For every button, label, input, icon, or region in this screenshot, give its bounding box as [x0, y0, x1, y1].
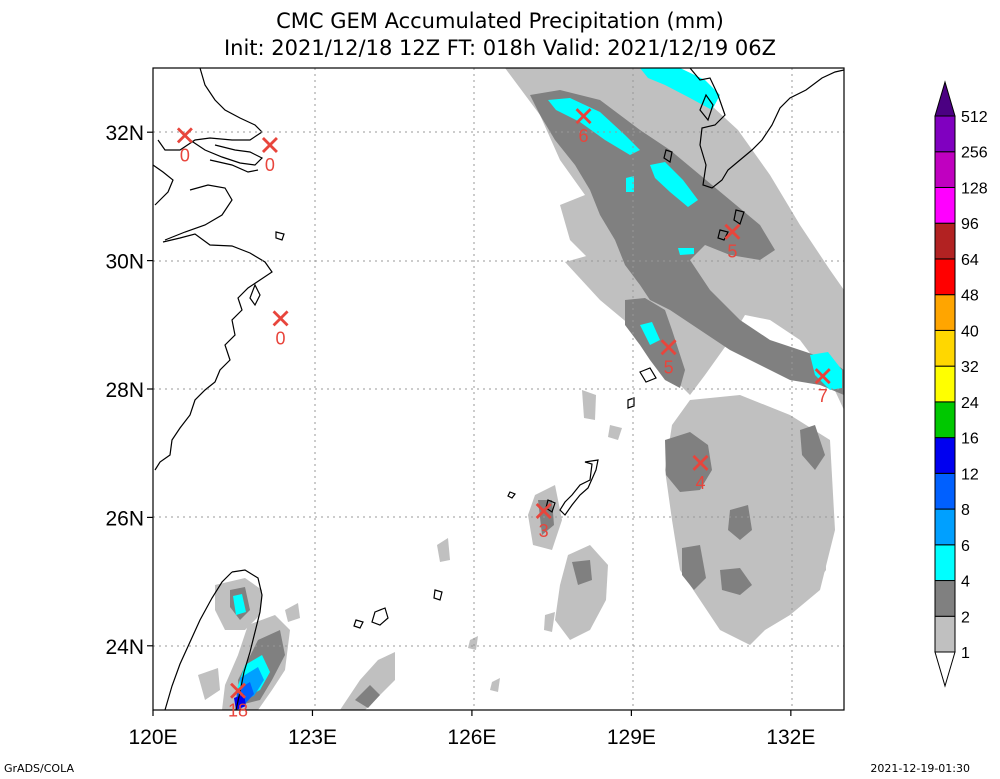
- colorbar-label: 4: [961, 574, 970, 591]
- station-value-label: 18: [228, 701, 248, 721]
- station-x-mark: [272, 310, 289, 327]
- coastlines: [153, 68, 844, 710]
- colorbar-label: 512: [961, 109, 988, 126]
- colorbar-swatch: [934, 186, 956, 224]
- station-x-mark: [176, 127, 193, 144]
- x-tick-label: 129E: [607, 726, 656, 749]
- colorbar-swatch: [934, 294, 956, 331]
- station-x-mark: [660, 339, 677, 356]
- station-value-label: 3: [539, 521, 549, 541]
- colorbar-label: 6: [961, 538, 970, 555]
- colorbar-swatch: [934, 472, 956, 510]
- station-x-mark: [261, 137, 278, 154]
- station-marker: 18: [228, 682, 248, 721]
- station-marker: 0: [176, 127, 193, 165]
- y-tick-label: 32N: [105, 122, 144, 145]
- precipitation-field: [153, 68, 844, 710]
- y-tick-label: 24N: [105, 636, 144, 659]
- chart-subtitle: Init: 2021/12/18 12Z FT: 018h Valid: 202…: [223, 36, 777, 60]
- x-tick-label: 126E: [447, 726, 496, 749]
- colorbar-label: 256: [961, 145, 988, 162]
- colorbar-swatch: [934, 222, 956, 260]
- colorbar-swatch: [934, 151, 956, 188]
- station-value-label: 4: [695, 473, 705, 493]
- station-marker: 0: [261, 137, 278, 175]
- colorbar-label: 40: [961, 323, 979, 340]
- colorbar-swatch: [934, 329, 956, 367]
- colorbar-label: 48: [961, 288, 979, 305]
- station-value-label: 5: [727, 242, 737, 262]
- station-marker: 5: [724, 223, 741, 262]
- colorbar-label: 96: [961, 216, 979, 233]
- colorbar-label: 12: [961, 466, 979, 483]
- station-markers: 0 0 0 6 5 5 7 4 3 18: [176, 108, 831, 721]
- x-axis: 120E 123E 126E 129E 132E: [128, 710, 815, 749]
- colorbar-label: 32: [961, 359, 979, 376]
- station-x-mark: [814, 368, 831, 385]
- footer-left: GrADS/COLA: [4, 762, 74, 775]
- station-marker: 5: [660, 339, 677, 377]
- y-axis: 24N 26N 28N 30N 32N: [105, 122, 153, 659]
- colorbar-label: 64: [961, 252, 979, 269]
- colorbar-swatch: [934, 258, 956, 296]
- station-value-label: 0: [180, 145, 190, 165]
- station-marker: 0: [272, 310, 289, 348]
- colorbar-label: 24: [961, 395, 979, 412]
- station-value-label: 0: [276, 328, 286, 348]
- colorbar-swatch: [934, 437, 956, 474]
- station-value-label: 5: [664, 357, 674, 377]
- station-value-label: 7: [818, 386, 828, 406]
- grid-lines: [153, 68, 844, 710]
- colorbar-swatch: [934, 365, 956, 403]
- station-x-mark: [692, 454, 709, 471]
- colorbar-swatch: [934, 508, 956, 546]
- station-x-mark: [535, 502, 552, 519]
- colorbar-swatch: [934, 544, 956, 582]
- x-tick-label: 132E: [766, 726, 815, 749]
- y-tick-label: 26N: [105, 507, 144, 530]
- colorbar-swatch: [934, 615, 956, 653]
- station-marker: 3: [535, 502, 552, 541]
- colorbar-swatch: [934, 580, 956, 617]
- colorbar-label: 8: [961, 502, 970, 519]
- station-value-label: 6: [579, 126, 589, 146]
- colorbar-swatch: [934, 651, 956, 688]
- colorbar-swatch: [934, 115, 956, 153]
- colorbar-label: 2: [961, 609, 970, 626]
- footer-right: 2021-12-19-01:30: [870, 762, 970, 775]
- y-tick-label: 28N: [105, 379, 144, 402]
- x-tick-label: 123E: [288, 726, 337, 749]
- colorbar-swatch: [934, 80, 956, 117]
- station-x-mark: [724, 223, 741, 240]
- station-value-label: 0: [265, 155, 275, 175]
- station-x-mark: [575, 108, 592, 125]
- station-marker: 6: [575, 108, 592, 146]
- y-tick-label: 30N: [105, 251, 144, 274]
- x-tick-label: 120E: [128, 726, 177, 749]
- station-x-mark: [230, 682, 247, 699]
- colorbar-label: 128: [961, 180, 988, 197]
- colorbar-label: 16: [961, 431, 979, 448]
- chart-title: CMC GEM Accumulated Precipitation (mm): [276, 9, 724, 33]
- colorbar-label: 1: [961, 645, 970, 662]
- station-marker: 4: [692, 454, 709, 493]
- colorbar-swatch: [934, 401, 956, 439]
- station-marker: 7: [814, 368, 831, 406]
